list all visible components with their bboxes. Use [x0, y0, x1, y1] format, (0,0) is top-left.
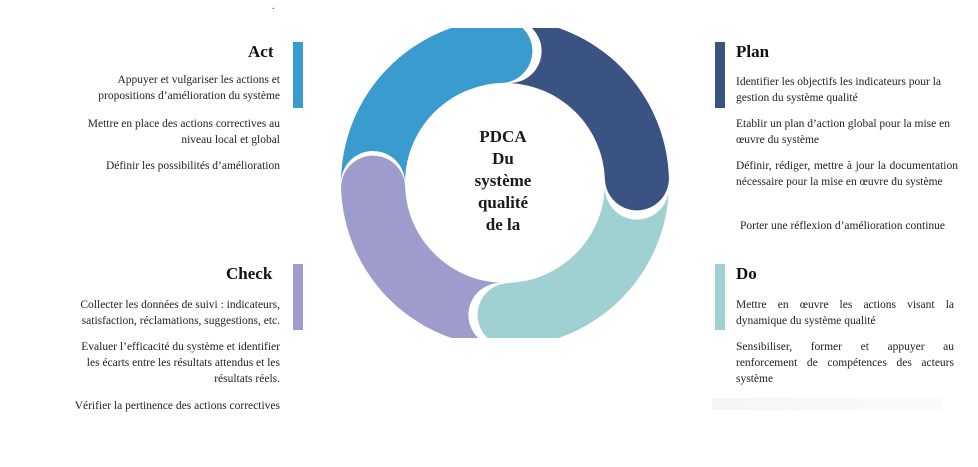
check-item: Collecter les données de suivi : indicat…: [80, 299, 280, 327]
faded-line: [712, 398, 942, 410]
do-color-bar: [715, 264, 725, 330]
pdca-cycle-diagram: [341, 28, 669, 338]
act-color-bar: [293, 42, 303, 108]
check-item: Evaluer l’efficacité du système et ident…: [81, 341, 280, 385]
plan-title: Plan: [736, 42, 770, 61]
plan-color-bar: [715, 42, 725, 108]
cycle-center-label: PDCA Du système qualité de la: [451, 126, 555, 236]
center-line: qualité: [477, 193, 529, 212]
plan-item: Définir, rédiger, mettre à jour la docum…: [736, 160, 958, 188]
center-line: de la: [485, 215, 521, 234]
check-arc-segment: [341, 155, 502, 338]
do-item: Mettre en œuvre les actions visant la dy…: [736, 299, 954, 327]
act-item: Définir les possibilités d’amélioration: [105, 160, 280, 172]
do-title: Do: [736, 264, 757, 283]
stray-mark: .: [272, 1, 275, 12]
plan-item: Etablir un plan d’action global pour la …: [736, 118, 950, 146]
do-arc-segment: [477, 186, 669, 338]
plan-item: Identifier les objectifs les indicateurs…: [736, 76, 942, 104]
check-title: Check: [226, 264, 273, 283]
plan-arc-segment: [508, 28, 669, 211]
act-arc-segment: [341, 28, 533, 183]
center-line: Du: [492, 149, 514, 168]
center-line: PDCA: [479, 127, 527, 146]
check-color-bar: [293, 264, 303, 330]
do-item: Sensibiliser, former et appuyer au renfo…: [736, 341, 954, 385]
center-line: système: [474, 171, 532, 190]
act-title: Act: [248, 42, 274, 61]
check-item: Vérifier la pertinence des actions corre…: [74, 400, 280, 412]
act-item: Mettre en place des actions correctives …: [87, 118, 280, 146]
plan-item: Porter une réflexion d’amélioration cont…: [740, 220, 946, 232]
act-item: Appuyer et vulgariser les actions et pro…: [98, 74, 280, 102]
